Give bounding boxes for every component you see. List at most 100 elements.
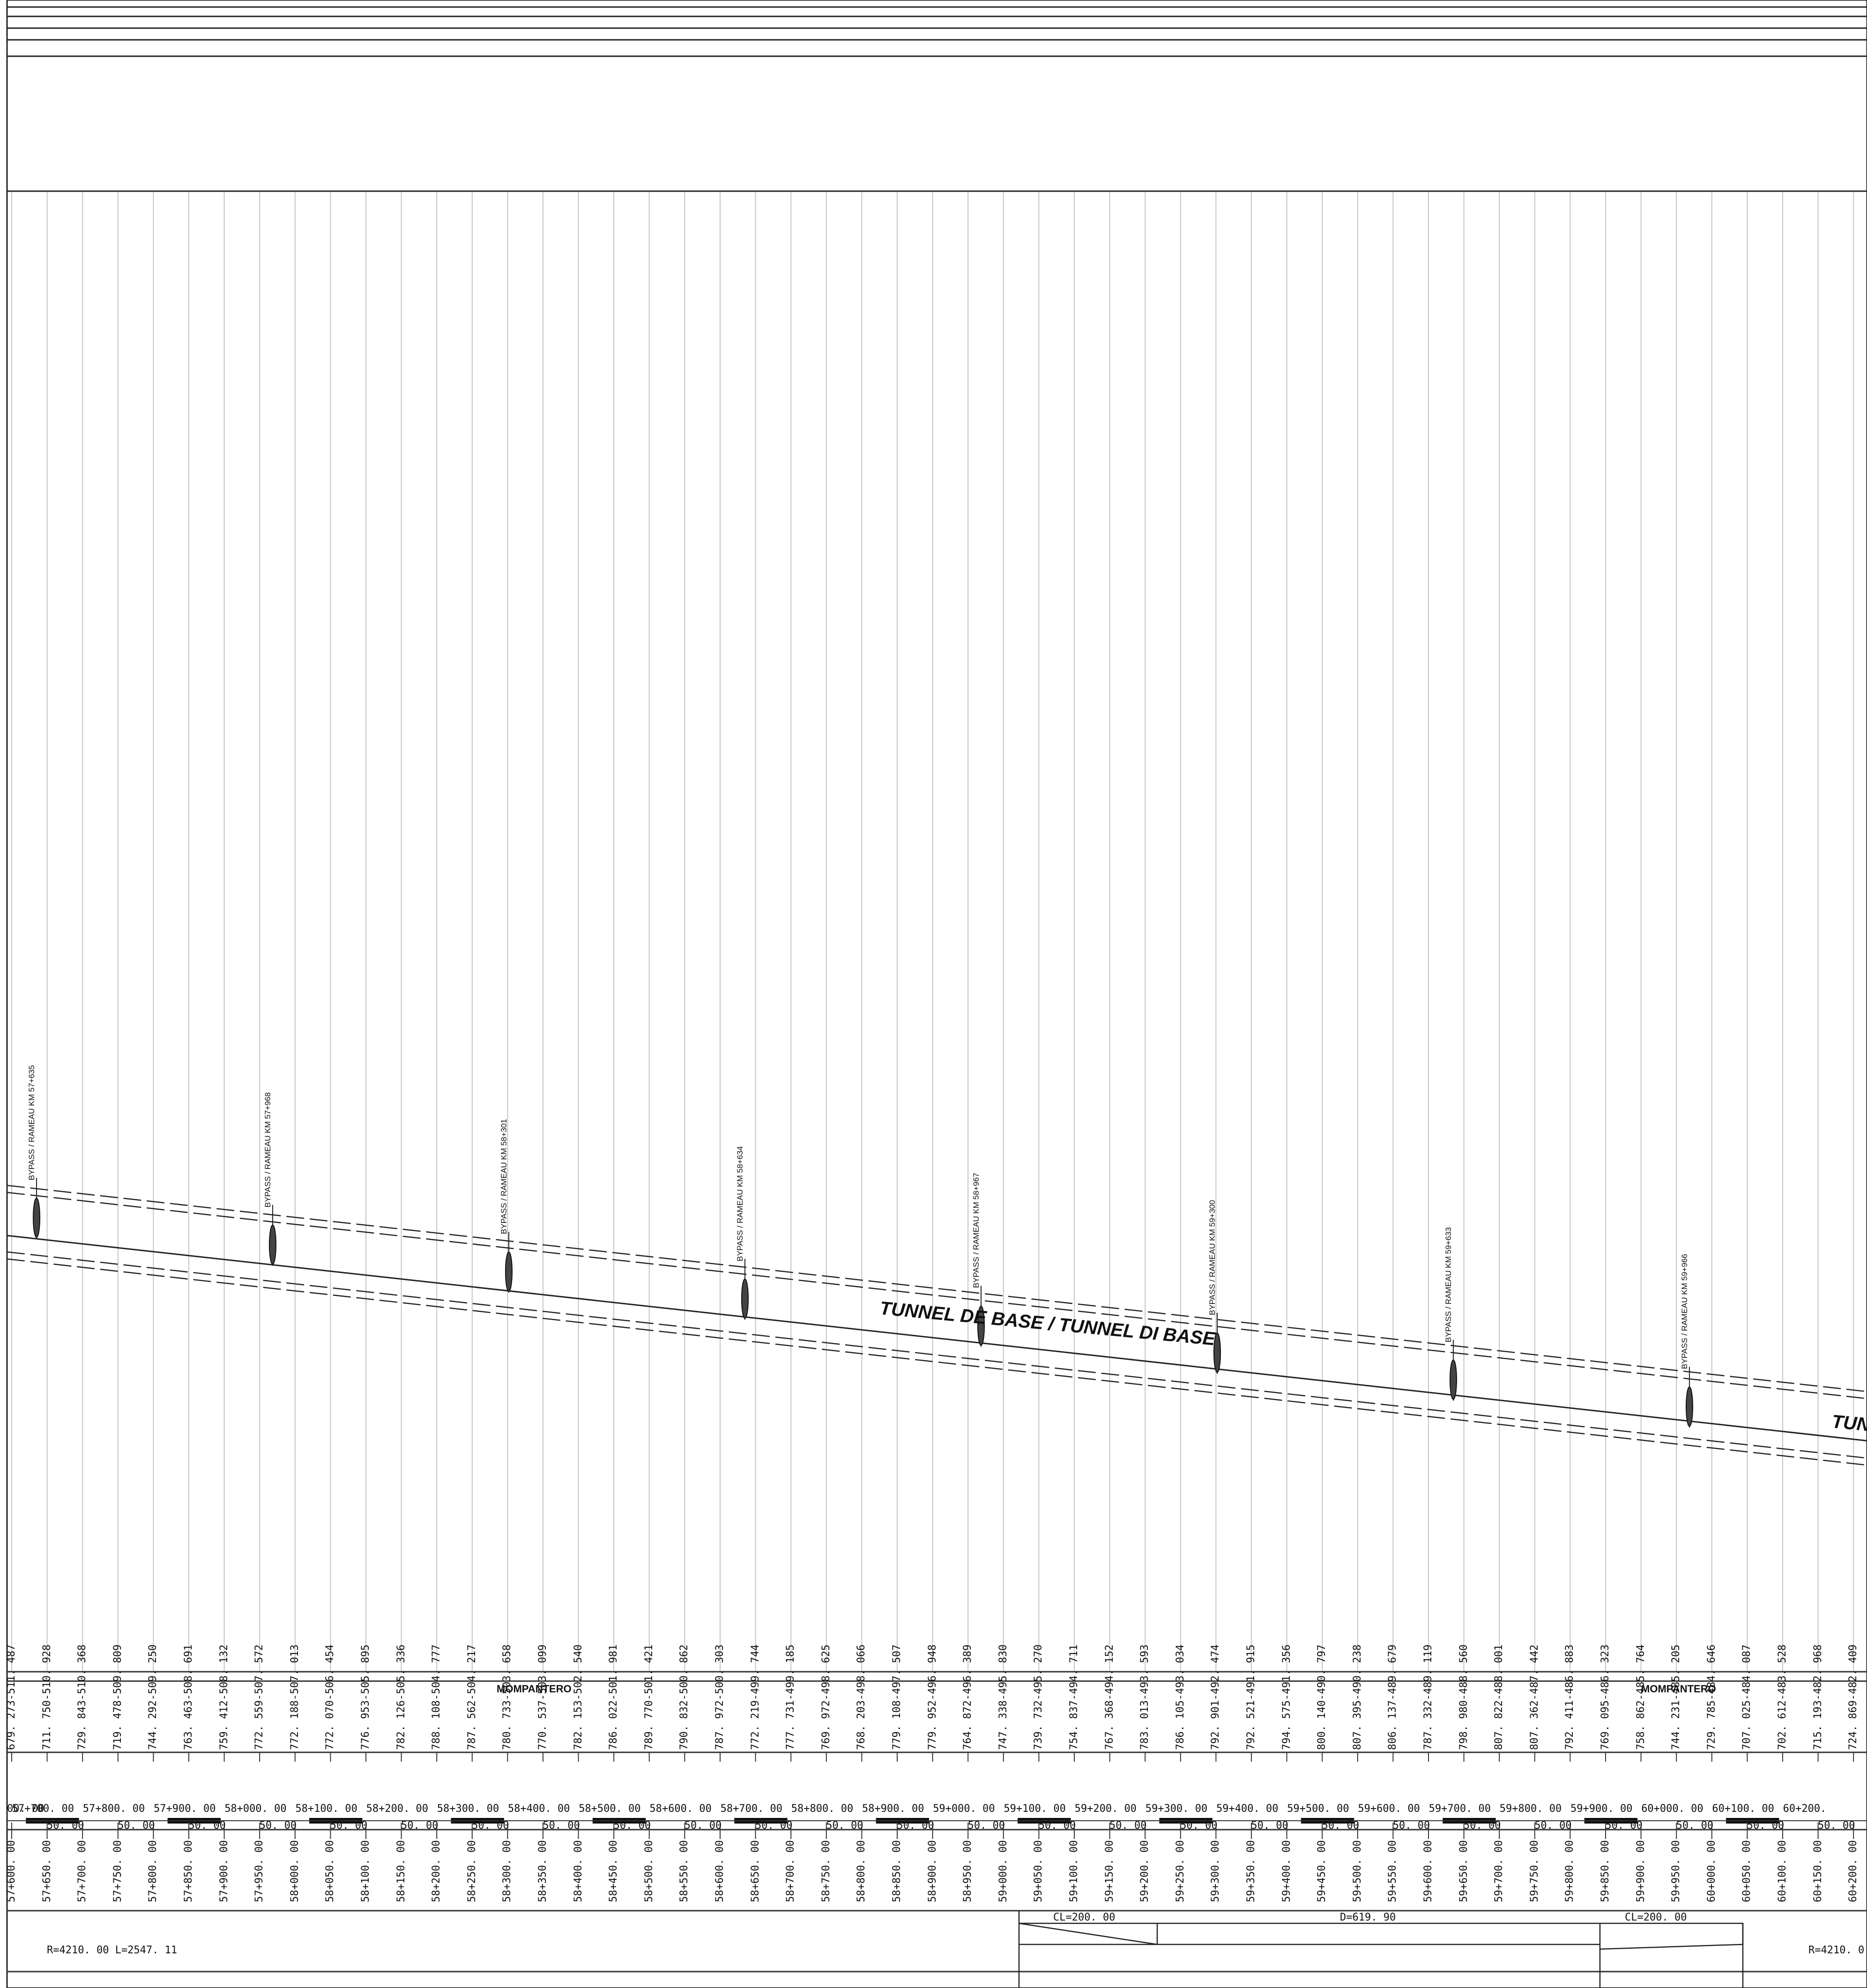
progressive-value: 58+400. 00 — [572, 1840, 584, 1902]
partial-distance: 50. 00 — [543, 1820, 580, 1832]
elevation-value: 786. 105-493. 034 — [1174, 1644, 1186, 1750]
elevation-value: 702. 612-483. 528 — [1777, 1644, 1788, 1750]
partial-distance: 50. 00 — [1605, 1820, 1643, 1832]
tunnel-crown-line-2 — [7, 1191, 1867, 1400]
progressive-value: 59+750. 00 — [1528, 1840, 1540, 1902]
partial-distance: 50. 00 — [472, 1820, 509, 1832]
progressive-value: 60+050. 00 — [1741, 1840, 1753, 1902]
clothoid-1-label: CL=200. 00 — [1053, 1912, 1116, 1923]
tunnel-invert-line-1 — [7, 1251, 1867, 1459]
elevation-value: 782. 153-502. 540 — [572, 1644, 584, 1750]
elevation-value: 758. 862-485. 764 — [1635, 1644, 1647, 1750]
progressive-value: 57+800. 00 — [147, 1840, 159, 1902]
station-axis-value: 59+900. 00 — [1570, 1803, 1633, 1815]
bypass-symbol — [741, 1278, 749, 1319]
partial-distance: 50. 00 — [1109, 1820, 1147, 1832]
progressive-value: 57+900. 00 — [218, 1840, 230, 1902]
progressive-value: 58+900. 00 — [926, 1840, 938, 1902]
progressive-value: 58+050. 00 — [324, 1840, 336, 1902]
partial-distance: 50. 00 — [1392, 1820, 1430, 1832]
bypass-symbol — [1686, 1386, 1693, 1427]
elevation-value: 769. 972-498. 625 — [820, 1644, 832, 1750]
progressive-value: 60+150. 00 — [1812, 1840, 1824, 1902]
partial-distance: 50. 00 — [47, 1820, 84, 1832]
bypass-label: BYPASS / RAMEAU KM 58+634 — [736, 1146, 744, 1261]
elevation-value: 739. 732-495. 270 — [1033, 1644, 1045, 1750]
bypass-label: BYPASS / RAMEAU KM 57+635 — [27, 1065, 36, 1180]
bypass-label: BYPASS / RAMEAU KM 59+300 — [1208, 1200, 1217, 1315]
progressive-value: 59+700. 00 — [1493, 1840, 1505, 1902]
partial-distance: 50. 00 — [684, 1820, 722, 1832]
partial-distance: 50. 00 — [259, 1820, 297, 1832]
station-axis-value: 58+900. 00 — [862, 1803, 924, 1815]
station-axis-value: 59+000. 00 — [933, 1803, 995, 1815]
elevation-value: 768. 203-498. 066 — [855, 1644, 868, 1750]
locality-label: MOMPANTERO — [497, 1683, 572, 1695]
station-axis-value: 58+700. 00 — [720, 1803, 783, 1815]
station-axis-value: 60+100. 00 — [1712, 1803, 1774, 1815]
elevation-value: 772. 070-506. 454 — [324, 1644, 336, 1750]
progressive-value: 58+250. 00 — [466, 1840, 478, 1902]
tunnel-axis-line — [7, 1235, 1867, 1442]
station-axis-value: 59+600. 00 — [1358, 1803, 1420, 1815]
elevation-value: 770. 537-503. 099 — [537, 1644, 549, 1750]
bypass-symbol — [505, 1251, 513, 1292]
station-axis-value: 59+700. 00 — [1428, 1803, 1491, 1815]
elevation-value: 782. 126-505. 336 — [395, 1644, 407, 1750]
partial-distance: 50. 00 — [1180, 1820, 1218, 1832]
elevation-value: 792. 521-491. 915 — [1245, 1644, 1257, 1750]
elevation-value: 787. 562-504. 217 — [466, 1644, 478, 1750]
station-axis-value: 60+000. 00 — [1641, 1803, 1703, 1815]
progressive-value: 59+200. 00 — [1139, 1840, 1151, 1902]
bypass-symbol — [33, 1197, 40, 1238]
progressive-value: 58+750. 00 — [820, 1840, 832, 1902]
station-axis-value: 59+100. 00 — [1004, 1803, 1066, 1815]
elevation-value: 679. 273-511. 487 — [6, 1644, 17, 1750]
partial-distance: 50. 00 — [1818, 1820, 1855, 1832]
partial-distance: 50. 00 — [1534, 1820, 1572, 1832]
elevation-value: 729. 785-484. 646 — [1705, 1644, 1718, 1750]
progressive-value: 59+250. 00 — [1174, 1840, 1186, 1902]
station-axis-value: 60+200. — [1783, 1803, 1827, 1815]
bypass-label: BYPASS / RAMEAU KM 59+633 — [1444, 1227, 1453, 1342]
elevation-value: 724. 869-482. 409 — [1847, 1644, 1860, 1750]
progressive-value: 58+450. 00 — [608, 1840, 620, 1902]
station-axis-value: 00. 00 — [7, 1803, 45, 1815]
progressive-value: 58+000. 00 — [289, 1840, 301, 1902]
elevation-value: 754. 837-494. 711 — [1068, 1644, 1080, 1750]
progressive-value: 59+950. 00 — [1670, 1840, 1682, 1902]
partial-distance: 50. 00 — [967, 1820, 1005, 1832]
elevation-value: 807. 395-490. 238 — [1351, 1644, 1363, 1750]
station-axis-value: 58+500. 00 — [579, 1803, 641, 1815]
curve-1-label: R=4210. 00 L=2547. 11 — [47, 1944, 178, 1956]
progressive-value: 59+650. 00 — [1458, 1840, 1470, 1902]
progressive-value: 57+600. 00 — [6, 1840, 17, 1902]
progressive-value: 60+100. 00 — [1777, 1840, 1788, 1902]
bypass-label: BYPASS / RAMEAU KM 59+966 — [1680, 1254, 1689, 1370]
station-axis-value: 58+100. 00 — [295, 1803, 357, 1815]
progressive-value: 58+100. 00 — [360, 1840, 372, 1902]
elevation-value: 764. 872-496. 389 — [962, 1644, 974, 1750]
partial-distance: 50. 00 — [1038, 1820, 1076, 1832]
band-ticks — [11, 1752, 1854, 1839]
elevation-value: 798. 980-488. 560 — [1458, 1644, 1470, 1750]
bypass-symbol — [269, 1224, 276, 1265]
partial-distance: 50. 00 — [826, 1820, 863, 1832]
station-axis-value: 59+400. 00 — [1216, 1803, 1279, 1815]
band-rules — [7, 1671, 1867, 1973]
elevation-value: 792. 411-486. 883 — [1564, 1644, 1576, 1750]
partial-distance: 50. 00 — [1251, 1820, 1288, 1832]
curvature-diagram — [1018, 1911, 1744, 1988]
progressive-value: 57+700. 00 — [76, 1840, 89, 1902]
station-axis-value: 58+400. 00 — [508, 1803, 570, 1815]
progressive-value: 59+800. 00 — [1564, 1840, 1576, 1902]
elevation-value: 711. 750-510. 928 — [41, 1644, 53, 1750]
bypass-symbol — [977, 1305, 985, 1346]
tunnel-alignment — [7, 1184, 1867, 1466]
progressive-value: 59+600. 00 — [1422, 1840, 1434, 1902]
clothoid-2-label: CL=200. 00 — [1625, 1912, 1687, 1923]
progressive-value: 58+150. 00 — [395, 1840, 407, 1902]
elevation-value: 715. 193-482. 968 — [1812, 1644, 1824, 1750]
elevation-value: 744. 231-485. 205 — [1670, 1644, 1682, 1750]
